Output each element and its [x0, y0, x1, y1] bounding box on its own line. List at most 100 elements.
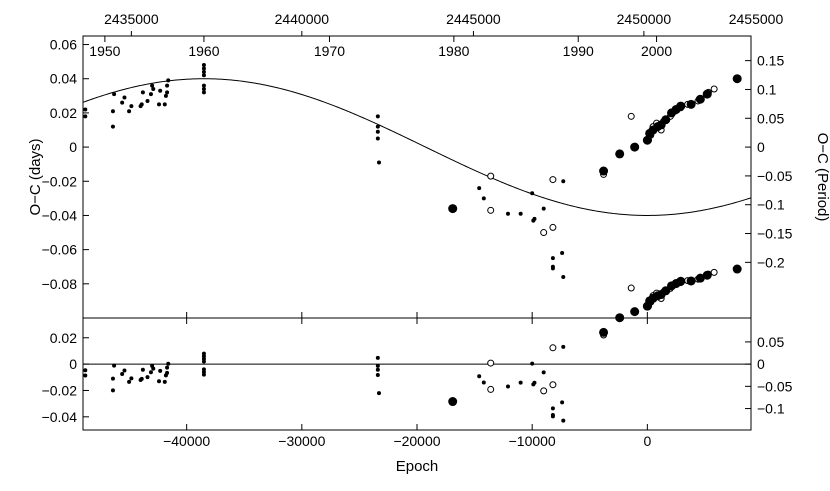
- large-filled-residual-point: [615, 313, 625, 323]
- y-tick-label-right: 0.05: [757, 110, 784, 126]
- open-residual-point: [540, 387, 548, 395]
- year-tick-label: 2000: [641, 43, 672, 59]
- small-filled-point: [201, 86, 206, 91]
- resid-y-tick-label-left: −0.04: [42, 409, 78, 425]
- small-filled-point: [148, 92, 153, 97]
- small-filled-residual-point: [376, 391, 381, 396]
- large-filled-residual-point: [695, 273, 705, 283]
- small-filled-residual-point: [83, 373, 88, 378]
- large-filled-point: [642, 135, 652, 145]
- open-point: [549, 176, 557, 184]
- resid-y-tick-label-right: −0.05: [757, 378, 793, 394]
- small-filled-residual-point: [550, 414, 555, 419]
- jd-tick-label: 2435000: [104, 11, 159, 27]
- small-filled-point: [375, 124, 380, 129]
- y-tick-label-left: 0: [69, 139, 77, 155]
- small-filled-residual-point: [561, 344, 566, 349]
- y-tick-label-left: −0.08: [42, 276, 78, 292]
- y-tick-label-left: −0.02: [42, 173, 78, 189]
- small-filled-residual-point: [158, 368, 163, 373]
- small-filled-residual-point: [83, 368, 88, 373]
- large-filled-residual-point: [732, 264, 742, 274]
- small-filled-point: [162, 102, 167, 107]
- small-filled-point: [477, 186, 482, 191]
- small-filled-point: [201, 73, 206, 78]
- year-tick-label: 1970: [314, 43, 345, 59]
- small-filled-point: [201, 66, 206, 71]
- small-filled-point: [150, 83, 155, 88]
- small-filled-point: [112, 92, 117, 97]
- large-filled-point: [676, 101, 686, 111]
- year-tick-label: 1960: [188, 43, 219, 59]
- small-filled-residual-point: [375, 363, 380, 368]
- small-filled-point: [140, 90, 145, 95]
- small-filled-point: [375, 129, 380, 134]
- small-filled-point: [165, 90, 170, 95]
- large-filled-point: [661, 115, 671, 125]
- open-point: [487, 172, 495, 180]
- large-filled-residual-point: [630, 307, 640, 317]
- small-filled-residual-point: [375, 367, 380, 372]
- small-filled-point: [376, 160, 381, 165]
- small-filled-residual-point: [505, 384, 510, 389]
- jd-tick-label: 2450000: [617, 11, 672, 27]
- small-filled-point: [122, 95, 127, 100]
- small-filled-residual-point: [151, 366, 156, 371]
- large-filled-residual-point: [686, 276, 696, 286]
- data-marks: [82, 63, 752, 423]
- main-panel: [82, 35, 752, 319]
- small-filled-point: [120, 100, 125, 105]
- small-filled-point: [561, 274, 566, 279]
- small-filled-point: [129, 104, 134, 109]
- fit-curve: [82, 78, 752, 216]
- small-filled-residual-point: [127, 379, 132, 384]
- small-filled-residual-point: [375, 355, 380, 360]
- small-filled-point: [518, 211, 523, 216]
- y-tick-label-right: −0.05: [757, 168, 793, 184]
- small-filled-point: [530, 191, 535, 196]
- residual-panel-frame: [82, 317, 752, 431]
- y-tick-label-right: 0: [757, 139, 765, 155]
- y-tick-label-left: 0.06: [50, 37, 77, 53]
- resid-y-tick-label-right: 0.05: [757, 334, 784, 350]
- y-tick-label-left: 0.04: [50, 71, 77, 87]
- jd-tick-label: 2440000: [275, 11, 330, 27]
- y-tick-label-right: −0.2: [757, 254, 785, 270]
- year-tick-label: 1980: [438, 43, 469, 59]
- small-filled-residual-point: [201, 367, 206, 372]
- small-filled-residual-point: [561, 418, 566, 423]
- open-point: [487, 206, 495, 214]
- small-filled-point: [550, 266, 555, 271]
- small-filled-point: [127, 109, 132, 114]
- small-filled-residual-point: [532, 380, 537, 385]
- small-filled-residual-point: [140, 367, 145, 372]
- small-filled-residual-point: [110, 388, 115, 393]
- open-point: [549, 223, 557, 231]
- small-filled-point: [157, 102, 162, 107]
- large-filled-residual-point: [448, 397, 458, 407]
- large-filled-point: [686, 99, 696, 109]
- small-filled-point: [560, 251, 565, 256]
- small-filled-point: [163, 93, 168, 98]
- small-filled-point: [541, 206, 546, 211]
- small-filled-residual-point: [122, 368, 127, 373]
- small-filled-point: [139, 102, 144, 107]
- x-tick-label: −10000: [509, 433, 556, 449]
- small-filled-point: [110, 109, 115, 114]
- y-tick-label-left: 0.02: [50, 105, 77, 121]
- small-filled-residual-point: [375, 373, 380, 378]
- year-tick-label: 1990: [563, 43, 594, 59]
- small-filled-point: [550, 256, 555, 261]
- small-filled-point: [83, 114, 88, 119]
- resid-y-tick-label-right: 0: [757, 356, 765, 372]
- large-filled-residual-point: [702, 270, 712, 280]
- open-residual-point: [487, 385, 495, 393]
- y-axis-title-right: O−C (Period): [814, 133, 830, 222]
- small-filled-residual-point: [129, 376, 134, 381]
- small-filled-residual-point: [541, 370, 546, 375]
- open-residual-point: [710, 268, 718, 276]
- small-filled-residual-point: [139, 376, 144, 381]
- large-filled-point: [630, 142, 640, 152]
